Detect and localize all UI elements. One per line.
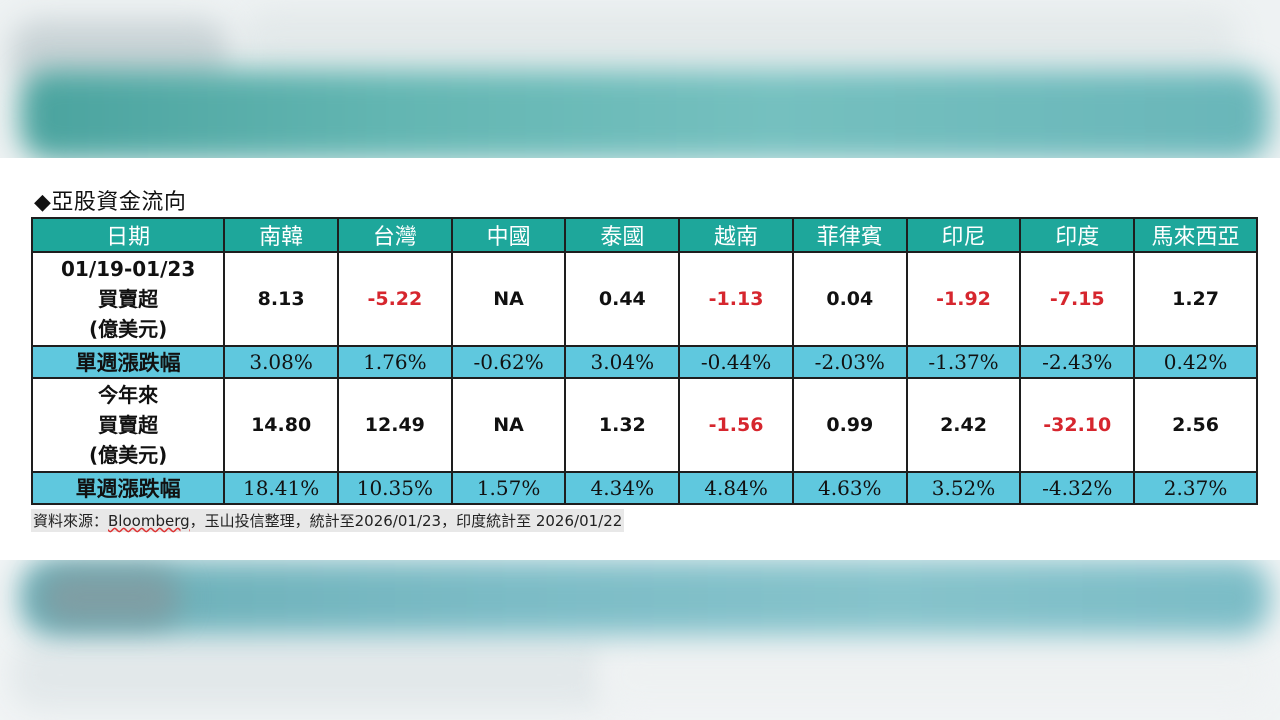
- table-cell: 8.13: [223, 251, 339, 347]
- table-cell: 18.41%: [223, 471, 339, 505]
- blurred-banner-top: [0, 0, 1280, 158]
- table-cell: -1.56: [678, 377, 794, 473]
- table-cell: 1.32: [564, 377, 681, 473]
- column-header: 印度: [1019, 217, 1136, 253]
- table-cell: -2.43%: [1019, 345, 1136, 379]
- row-label-line: 買賣超: [98, 413, 159, 437]
- table-cell: -1.37%: [905, 345, 1022, 379]
- table-cell: -5.22: [336, 251, 453, 347]
- asia-fund-flow-table: 日期 南韓 台灣 中國 泰國 越南 菲律賓 印尼 印度 馬來西亞 01/19-01/23 買賣超 (億…: [30, 217, 1258, 505]
- table-cell: 0.42%: [1133, 345, 1258, 379]
- column-header: 菲律賓: [791, 217, 908, 253]
- source-name: Bloomberg: [108, 512, 190, 530]
- column-header: 印尼: [905, 217, 1022, 253]
- table-cell: 12.49: [336, 377, 453, 473]
- column-header: 越南: [678, 217, 794, 253]
- source-prefix: 資料來源：: [33, 512, 109, 530]
- table-cell: 14.80: [223, 377, 339, 473]
- weekly-change-row: 單週漲跌幅 18.41% 10.35% 1.57% 4.34% 4.84% 4.63% 3.5…: [30, 471, 1258, 505]
- source-note: 資料來源：Bloomberg，玉山投信整理，統計至2026/01/23，印度統計…: [31, 509, 625, 532]
- table-cell: 2.37%: [1133, 471, 1258, 505]
- column-header: 南韓: [223, 217, 339, 253]
- table-cell: 0.44: [564, 251, 681, 347]
- table-cell: -0.44%: [678, 345, 794, 379]
- header-row: 日期 南韓 台灣 中國 泰國 越南 菲律賓 印尼 印度 馬來西亞: [30, 217, 1258, 253]
- table-cell: 3.08%: [223, 345, 339, 379]
- table-cell: 1.57%: [450, 471, 567, 505]
- source-suffix: ，玉山投信整理，統計至2026/01/23，印度統計至 2026/01/22: [189, 512, 623, 530]
- table-cell: 3.04%: [564, 345, 681, 379]
- table-cell: -1.92: [905, 251, 1022, 347]
- row-label-line: 買賣超: [98, 287, 159, 311]
- column-header: 台灣: [336, 217, 453, 253]
- row-label-line: 今年來: [98, 383, 159, 407]
- row-label-line: (億美元): [88, 443, 168, 467]
- table-cell: 0.04: [791, 251, 908, 347]
- table-cell: -2.03%: [791, 345, 908, 379]
- table-cell: 1.76%: [336, 345, 453, 379]
- row-label-line: (億美元): [88, 317, 168, 341]
- row-label: 今年來買賣超 (億美元): [30, 377, 226, 473]
- table-cell: -0.62%: [450, 345, 567, 379]
- column-header: 中國: [450, 217, 567, 253]
- table-cell: -7.15: [1019, 251, 1136, 347]
- table-cell: 0.99: [791, 377, 908, 473]
- table-cell: 3.52%: [905, 471, 1022, 505]
- blurred-banner-bottom: [0, 560, 1280, 720]
- table-cell: NA: [450, 251, 567, 347]
- net-flow-row: 01/19-01/23 買賣超 (億美元) 8.13 -5.22 NA 0.44 -1.13 0…: [30, 251, 1258, 347]
- table-cell: 4.84%: [678, 471, 794, 505]
- table-cell: -1.13: [678, 251, 794, 347]
- column-header-date: 日期: [30, 217, 226, 253]
- table-cell: 2.56: [1133, 377, 1258, 473]
- table-cell: 4.34%: [564, 471, 681, 505]
- table-cell: NA: [450, 377, 567, 473]
- table-cell: 2.42: [905, 377, 1022, 473]
- weekly-change-row: 單週漲跌幅 3.08% 1.76% -0.62% 3.04% -0.44% -2.03% -1…: [30, 345, 1258, 379]
- table-cell: 10.35%: [336, 471, 453, 505]
- row-label: 單週漲跌幅: [30, 471, 226, 505]
- table-cell: 1.27: [1133, 251, 1258, 347]
- table-cell: -32.10: [1019, 377, 1136, 473]
- table-cell: 4.63%: [791, 471, 908, 505]
- row-label-line: 01/19-01/23: [61, 257, 196, 281]
- table-cell: -4.32%: [1019, 471, 1136, 505]
- page-title: ◆亞股資金流向: [34, 190, 187, 215]
- row-label: 01/19-01/23 買賣超 (億美元): [30, 251, 226, 347]
- net-flow-row: 今年來買賣超 (億美元) 14.80 12.49 NA 1.32 -1.56 0.99 2.42…: [30, 377, 1258, 473]
- column-header: 泰國: [564, 217, 681, 253]
- column-header: 馬來西亞: [1133, 217, 1258, 253]
- row-label: 單週漲跌幅: [30, 345, 226, 379]
